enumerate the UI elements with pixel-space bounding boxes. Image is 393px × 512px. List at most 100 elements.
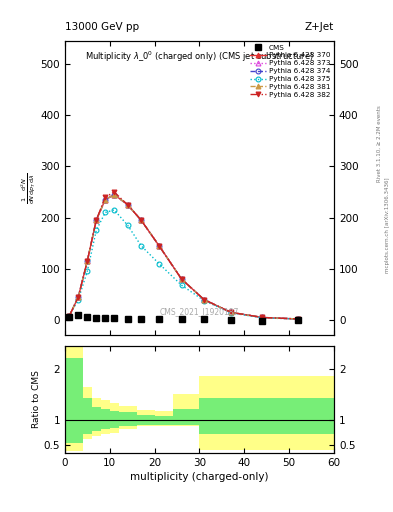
CMS xyxy=(296,317,301,323)
CMS xyxy=(94,315,99,321)
Pythia 6.428 374 xyxy=(296,316,301,322)
Pythia 6.428 375 xyxy=(157,261,162,267)
Pythia 6.428 374 xyxy=(85,258,90,264)
Pythia 6.428 382 xyxy=(125,202,130,208)
Pythia 6.428 370 xyxy=(228,309,233,315)
Line: Pythia 6.428 382: Pythia 6.428 382 xyxy=(67,189,301,322)
Pythia 6.428 370 xyxy=(202,296,206,303)
Pythia 6.428 381 xyxy=(67,313,72,319)
Pythia 6.428 381 xyxy=(112,191,117,198)
Pythia 6.428 373 xyxy=(260,314,264,321)
Pythia 6.428 381 xyxy=(179,276,184,282)
Pythia 6.428 375 xyxy=(228,310,233,316)
Pythia 6.428 374 xyxy=(125,202,130,208)
CMS xyxy=(202,316,206,323)
Pythia 6.428 381 xyxy=(260,314,264,321)
Pythia 6.428 375 xyxy=(67,313,72,319)
Text: 13000 GeV pp: 13000 GeV pp xyxy=(65,22,139,32)
Pythia 6.428 382 xyxy=(296,316,301,322)
Pythia 6.428 375 xyxy=(179,282,184,288)
Pythia 6.428 374 xyxy=(103,197,108,203)
Pythia 6.428 381 xyxy=(202,296,206,303)
CMS xyxy=(260,318,264,324)
CMS xyxy=(76,312,81,318)
Pythia 6.428 382 xyxy=(76,294,81,300)
Pythia 6.428 381 xyxy=(94,217,99,223)
Pythia 6.428 374 xyxy=(139,217,143,223)
Pythia 6.428 373 xyxy=(157,243,162,249)
CMS xyxy=(179,316,184,323)
Pythia 6.428 373 xyxy=(85,258,90,264)
Pythia 6.428 374 xyxy=(179,276,184,282)
Pythia 6.428 381 xyxy=(103,197,108,203)
Pythia 6.428 375 xyxy=(139,243,143,249)
Legend: CMS, Pythia 6.428 370, Pythia 6.428 373, Pythia 6.428 374, Pythia 6.428 375, Pyt: CMS, Pythia 6.428 370, Pythia 6.428 373,… xyxy=(249,43,332,99)
Pythia 6.428 382 xyxy=(112,189,117,195)
Pythia 6.428 374 xyxy=(202,296,206,303)
Pythia 6.428 374 xyxy=(157,243,162,249)
Text: mcplots.cern.ch [arXiv:1306.3436]: mcplots.cern.ch [arXiv:1306.3436] xyxy=(385,178,389,273)
CMS xyxy=(103,315,108,321)
Text: Z+Jet: Z+Jet xyxy=(305,22,334,32)
Pythia 6.428 373 xyxy=(103,197,108,203)
Pythia 6.428 370 xyxy=(157,243,162,249)
Pythia 6.428 373 xyxy=(179,276,184,282)
CMS xyxy=(139,316,143,322)
Text: Multiplicity $\lambda$_0$^0$ (charged only) (CMS jet substructure): Multiplicity $\lambda$_0$^0$ (charged on… xyxy=(85,50,314,64)
Pythia 6.428 374 xyxy=(94,217,99,223)
Pythia 6.428 373 xyxy=(228,309,233,315)
Pythia 6.428 382 xyxy=(260,314,264,321)
Pythia 6.428 375 xyxy=(85,268,90,274)
Pythia 6.428 374 xyxy=(228,309,233,315)
Pythia 6.428 382 xyxy=(202,296,206,303)
Pythia 6.428 370 xyxy=(67,313,72,319)
Line: Pythia 6.428 373: Pythia 6.428 373 xyxy=(67,192,301,322)
Pythia 6.428 382 xyxy=(139,217,143,223)
Line: Pythia 6.428 374: Pythia 6.428 374 xyxy=(67,192,301,322)
Pythia 6.428 382 xyxy=(157,243,162,249)
CMS xyxy=(67,314,72,321)
Text: Rivet 3.1.10, ≥ 2.2M events: Rivet 3.1.10, ≥ 2.2M events xyxy=(377,105,382,182)
Pythia 6.428 375 xyxy=(112,207,117,213)
Pythia 6.428 370 xyxy=(296,316,301,322)
X-axis label: multiplicity (charged-only): multiplicity (charged-only) xyxy=(130,472,269,482)
Pythia 6.428 375 xyxy=(125,222,130,228)
Pythia 6.428 370 xyxy=(139,217,143,223)
CMS xyxy=(112,315,117,322)
Pythia 6.428 370 xyxy=(94,217,99,223)
CMS xyxy=(228,317,233,323)
Pythia 6.428 382 xyxy=(67,313,72,319)
Pythia 6.428 382 xyxy=(228,309,233,315)
Pythia 6.428 382 xyxy=(179,276,184,282)
Pythia 6.428 375 xyxy=(76,296,81,303)
Pythia 6.428 375 xyxy=(202,297,206,304)
Pythia 6.428 370 xyxy=(112,191,117,198)
Pythia 6.428 381 xyxy=(228,309,233,315)
Pythia 6.428 382 xyxy=(103,194,108,200)
Pythia 6.428 375 xyxy=(103,209,108,216)
Pythia 6.428 375 xyxy=(260,315,264,321)
Pythia 6.428 381 xyxy=(157,243,162,249)
Pythia 6.428 374 xyxy=(260,314,264,321)
Pythia 6.428 373 xyxy=(76,294,81,300)
Y-axis label: $\frac{1}{\mathrm{d}N}\frac{\mathrm{d}^2N}{\mathrm{d}p_T\,\mathrm{d}\lambda}$: $\frac{1}{\mathrm{d}N}\frac{\mathrm{d}^2… xyxy=(19,173,38,204)
Pythia 6.428 375 xyxy=(94,227,99,233)
Pythia 6.428 381 xyxy=(85,258,90,264)
Pythia 6.428 370 xyxy=(179,276,184,282)
CMS xyxy=(157,316,162,323)
Pythia 6.428 373 xyxy=(202,296,206,303)
Pythia 6.428 373 xyxy=(125,202,130,208)
Pythia 6.428 374 xyxy=(76,294,81,300)
Pythia 6.428 375 xyxy=(296,316,301,322)
Pythia 6.428 374 xyxy=(67,313,72,319)
Pythia 6.428 370 xyxy=(76,294,81,300)
Pythia 6.428 370 xyxy=(125,202,130,208)
Pythia 6.428 381 xyxy=(76,294,81,300)
Pythia 6.428 381 xyxy=(125,202,130,208)
Pythia 6.428 370 xyxy=(103,197,108,203)
CMS xyxy=(125,316,130,322)
CMS xyxy=(85,314,90,321)
Pythia 6.428 382 xyxy=(85,258,90,264)
Pythia 6.428 382 xyxy=(94,217,99,223)
Pythia 6.428 374 xyxy=(112,191,117,198)
